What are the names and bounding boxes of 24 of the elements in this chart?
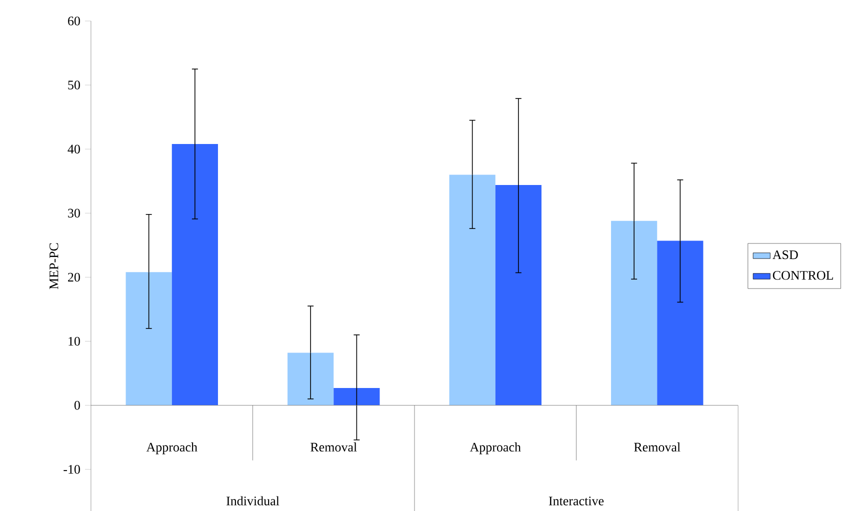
y-axis-title: MEP-PC xyxy=(50,243,58,290)
x-tick-label: Approach xyxy=(146,442,198,454)
y-tick-label: 10 xyxy=(68,336,80,346)
x-tick-label: Approach xyxy=(470,442,521,454)
bar xyxy=(657,240,704,406)
y-tick-label: 50 xyxy=(68,80,80,90)
bar xyxy=(449,174,496,406)
bar xyxy=(334,388,380,406)
bar xyxy=(611,220,658,406)
y-tick-label: 60 xyxy=(68,16,80,26)
annotation: Individual xyxy=(226,496,280,506)
annotation: Interactive xyxy=(548,496,604,506)
x-tick-label: Removal xyxy=(634,442,680,452)
y-tick-label: 0 xyxy=(74,400,80,410)
legend-label: ASD xyxy=(772,250,798,260)
legend-label: CONTROL xyxy=(772,270,833,280)
y-tick-label: 20 xyxy=(68,272,80,282)
x-tick-label: Removal xyxy=(310,442,357,452)
bar xyxy=(172,144,218,406)
y-tick-label: 30 xyxy=(68,208,80,218)
y-tick-label: -10 xyxy=(64,464,80,474)
y-tick-label: 40 xyxy=(68,144,80,154)
bar xyxy=(126,272,172,406)
bar xyxy=(495,184,542,406)
